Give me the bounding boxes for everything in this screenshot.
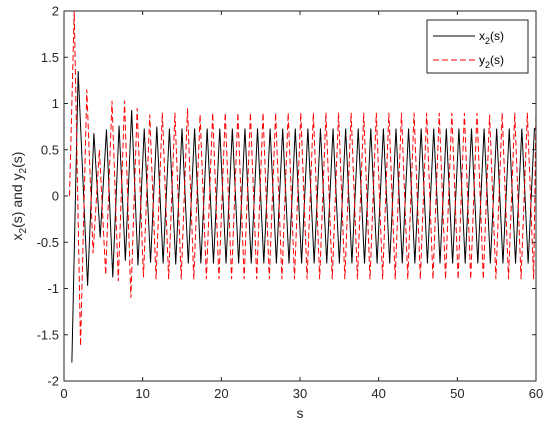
legend-box bbox=[426, 19, 529, 74]
y-axis-label-x: x bbox=[9, 233, 25, 240]
x-tick-label: 10 bbox=[135, 386, 149, 401]
y-tick-label: -1 bbox=[47, 281, 59, 296]
x-tick-label: 20 bbox=[214, 386, 228, 401]
y-tick-label: 1 bbox=[52, 96, 59, 111]
series-line-y2 bbox=[69, 11, 536, 346]
x-tick-label: 0 bbox=[60, 386, 67, 401]
legend: x2(s) y2(s) bbox=[426, 19, 529, 74]
y-tick-label: -1.5 bbox=[37, 327, 59, 342]
x-tick-label: 50 bbox=[450, 386, 464, 401]
y-tick-label: -2 bbox=[47, 374, 59, 389]
y-tick-label: 2 bbox=[52, 4, 59, 19]
y-tick-label: 0.5 bbox=[41, 142, 59, 157]
x-tick-label: 30 bbox=[293, 386, 307, 401]
y-tick-label: 0 bbox=[52, 189, 59, 204]
y-tick-label: -0.5 bbox=[37, 235, 59, 250]
y-axis-label-end: (s) bbox=[9, 152, 25, 168]
series-line-x2 bbox=[71, 71, 536, 363]
y-tick-label: 1.5 bbox=[41, 50, 59, 65]
x-axis-label: s bbox=[297, 405, 304, 421]
y-axis-label: x2(s) and y2(s) bbox=[9, 152, 29, 241]
y-axis-label-x-sub: 2 bbox=[18, 227, 29, 233]
y-axis-label-mid: (s) and y bbox=[9, 173, 25, 227]
y-axis-label-y-sub: 2 bbox=[18, 167, 29, 173]
legend-label-x2: x2(s) bbox=[479, 29, 504, 46]
x-tick-label: 60 bbox=[529, 386, 543, 401]
x-tick-label: 40 bbox=[371, 386, 385, 401]
